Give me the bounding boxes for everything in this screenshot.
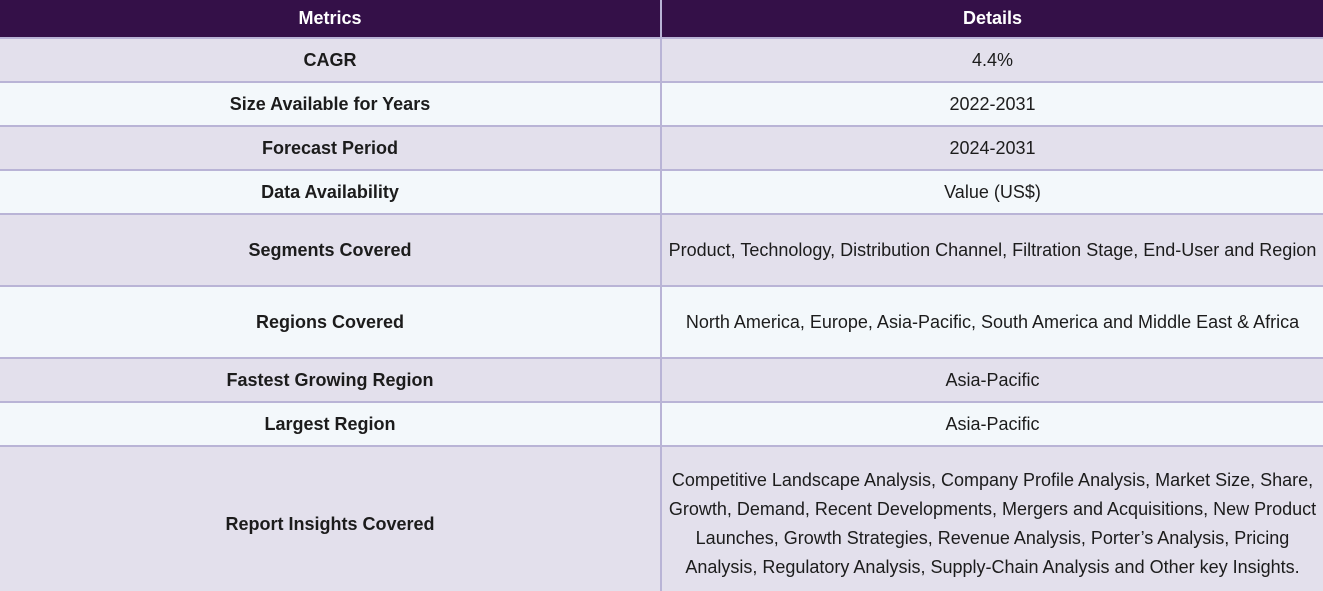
table-row: Forecast Period 2024-2031 [0, 126, 1323, 171]
metric-cell: Fastest Growing Region [0, 358, 662, 403]
metric-cell: Largest Region [0, 402, 662, 447]
metric-cell: Regions Covered [0, 286, 662, 359]
metric-cell: Segments Covered [0, 214, 662, 287]
table-row: CAGR 4.4% [0, 38, 1323, 83]
table-row: Report Insights Covered Competitive Land… [0, 446, 1323, 591]
metric-cell: Size Available for Years [0, 82, 662, 127]
table-row: Largest Region Asia-Pacific [0, 402, 1323, 447]
details-cell: Value (US$) [661, 170, 1323, 215]
table-row: Data Availability Value (US$) [0, 170, 1323, 215]
details-cell: 2024-2031 [661, 126, 1323, 171]
metric-cell: Forecast Period [0, 126, 662, 171]
metric-cell: Report Insights Covered [0, 446, 662, 591]
details-column-header: Details [661, 0, 1323, 39]
details-cell: 2022-2031 [661, 82, 1323, 127]
details-cell: Product, Technology, Distribution Channe… [661, 214, 1323, 287]
details-cell: North America, Europe, Asia-Pacific, Sou… [661, 286, 1323, 359]
details-cell: Asia-Pacific [661, 402, 1323, 447]
details-cell: Competitive Landscape Analysis, Company … [661, 446, 1323, 591]
metric-cell: Data Availability [0, 170, 662, 215]
details-cell: 4.4% [661, 38, 1323, 83]
details-cell: Asia-Pacific [661, 358, 1323, 403]
table-row: Segments Covered Product, Technology, Di… [0, 214, 1323, 287]
table-row: Size Available for Years 2022-2031 [0, 82, 1323, 127]
metrics-column-header: Metrics [0, 0, 662, 39]
table-header-row: Metrics Details [0, 0, 1323, 39]
table-row: Regions Covered North America, Europe, A… [0, 286, 1323, 359]
table-row: Fastest Growing Region Asia-Pacific [0, 358, 1323, 403]
metric-cell: CAGR [0, 38, 662, 83]
